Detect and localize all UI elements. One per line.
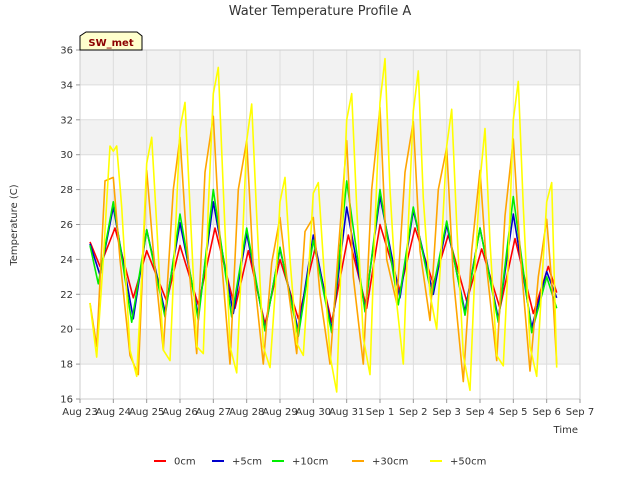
- plot-band: [80, 119, 580, 155]
- legend-label: +5cm: [232, 457, 262, 468]
- x-tick-label: Aug 31: [329, 407, 364, 418]
- legend-label: +10cm: [292, 457, 328, 468]
- y-tick-label: 22: [60, 290, 73, 301]
- y-tick-label: 34: [60, 80, 73, 91]
- plot-band: [80, 50, 580, 85]
- plot-background: [80, 50, 580, 399]
- x-tick-label: Sep 2: [399, 407, 427, 418]
- x-tick-label: Aug 28: [229, 407, 264, 418]
- plot-band: [80, 224, 580, 260]
- y-axis-label: Temperature (C): [9, 184, 20, 266]
- x-tick-label: Sep 5: [499, 407, 527, 418]
- plot-band: [80, 189, 580, 225]
- station-tag-label: SW_met: [88, 38, 133, 49]
- x-tick-label: Aug 27: [196, 407, 231, 418]
- y-tick-label: 32: [60, 115, 73, 126]
- legend-label: +30cm: [372, 457, 408, 468]
- y-tick-label: 26: [60, 220, 73, 231]
- y-tick-label: 28: [60, 185, 73, 196]
- x-tick-label: Sep 7: [566, 407, 594, 418]
- series-line-plus-30cm: [89, 106, 558, 383]
- x-tick-label: Aug 25: [129, 407, 164, 418]
- plot-band: [80, 154, 580, 190]
- series-line-plus-10cm: [89, 180, 558, 338]
- y-tick-label: 20: [60, 325, 73, 336]
- y-tick-label: 24: [60, 255, 73, 266]
- x-tick-label: Aug 30: [296, 407, 331, 418]
- y-axis-ticks: 16 18 20 22 24 26 28 30 32 34 36: [60, 46, 80, 406]
- x-tick-label: Aug 23: [62, 407, 97, 418]
- x-tick-label: Sep 1: [366, 407, 394, 418]
- y-tick-label: 18: [60, 360, 73, 371]
- plot-band: [80, 259, 580, 295]
- x-axis-label: Time: [553, 425, 578, 436]
- y-tick-label: 16: [60, 395, 73, 406]
- plot-band: [80, 84, 580, 120]
- x-tick-label: Aug 26: [162, 407, 197, 418]
- x-tick-label: Sep 6: [532, 407, 560, 418]
- y-tick-label: 30: [60, 150, 73, 161]
- y-tick-label: 36: [60, 46, 73, 57]
- legend-label: +50cm: [450, 457, 486, 468]
- x-tick-label: Sep 4: [466, 407, 494, 418]
- chart-title: Water Temperature Profile A: [229, 4, 412, 19]
- legend: 0cm +5cm +10cm +30cm +50cm: [154, 457, 486, 468]
- series-layer: [89, 57, 558, 393]
- x-tick-label: Aug 24: [96, 407, 131, 418]
- legend-label: 0cm: [174, 457, 196, 468]
- station-tag: SW_met: [79, 31, 143, 51]
- x-tick-label: Sep 3: [432, 407, 460, 418]
- x-tick-label: Aug 29: [262, 407, 297, 418]
- series-line-plus-50cm: [89, 57, 558, 393]
- plot-band: [80, 364, 580, 399]
